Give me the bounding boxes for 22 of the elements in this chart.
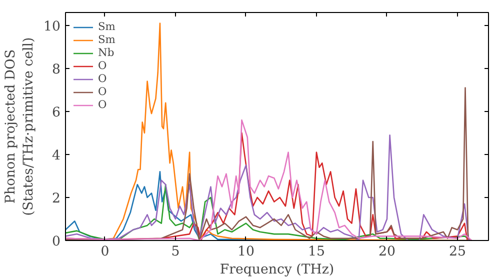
x-tick-label: 20 bbox=[378, 244, 396, 260]
y-tick-label: 4 bbox=[52, 148, 61, 164]
y-tick-label: 2 bbox=[52, 191, 61, 206]
x-tick-label: 25 bbox=[449, 244, 466, 260]
x-tick-label: 10 bbox=[238, 244, 254, 260]
legend-label: Sm bbox=[98, 33, 116, 46]
x-tick-label: 0 bbox=[100, 244, 110, 260]
x-axis-title: Frequency (THz) bbox=[220, 262, 334, 278]
x-tick-label: 15 bbox=[308, 244, 325, 260]
legend-label: O bbox=[98, 59, 108, 72]
y-axis-title: Phonon projected DOS (States/THz·primitive cell) bbox=[4, 37, 37, 216]
legend-label: Nb bbox=[98, 46, 116, 59]
legend-label: O bbox=[98, 72, 108, 85]
legend-label: O bbox=[98, 98, 108, 111]
y-tick-label: 6 bbox=[52, 105, 61, 120]
y-tick-label: 0 bbox=[52, 234, 61, 250]
y-tick-label: 10 bbox=[44, 19, 61, 34]
y-tick-label: 8 bbox=[52, 62, 61, 78]
line-series bbox=[66, 87, 472, 240]
legend-label: Sm bbox=[98, 20, 116, 33]
legend-label: O bbox=[98, 85, 108, 98]
x-tick-label: 5 bbox=[171, 244, 180, 260]
